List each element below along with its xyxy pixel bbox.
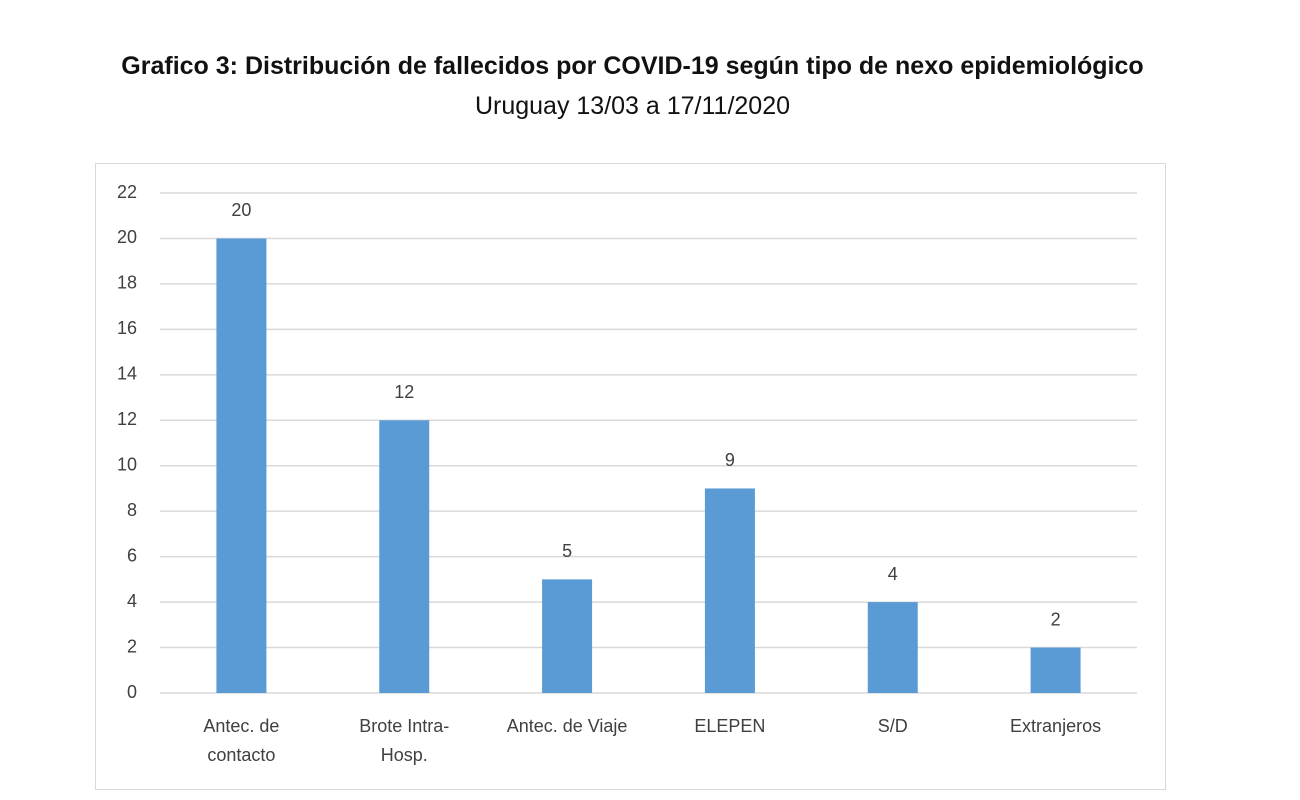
y-tick-label: 0	[127, 682, 137, 702]
y-tick-label: 14	[117, 364, 137, 384]
y-tick-label: 16	[117, 318, 137, 338]
bar	[704, 488, 755, 693]
y-tick-label: 4	[127, 591, 137, 611]
bar	[216, 238, 267, 694]
data-label: 2	[1051, 609, 1061, 629]
bar	[1030, 647, 1081, 693]
data-label: 9	[725, 450, 735, 470]
plot-frame	[95, 163, 1166, 790]
x-tick-label: Antec. de Viaje	[506, 716, 628, 736]
data-label: 5	[562, 541, 572, 561]
bar	[867, 602, 918, 693]
bar	[542, 579, 593, 693]
y-tick-label: 12	[117, 409, 137, 429]
data-label: 20	[231, 200, 251, 220]
y-tick-label: 20	[117, 227, 137, 247]
y-tick-label: 22	[117, 182, 137, 202]
x-tick-label: Extranjeros	[1010, 716, 1102, 736]
chart-subtitle: Uruguay 13/03 a 17/11/2020	[474, 92, 791, 120]
y-tick-label: 8	[127, 500, 137, 520]
data-label: 12	[394, 382, 414, 402]
chart-title: Grafico 3: Distribución de fallecidos po…	[121, 52, 1144, 80]
y-tick-label: 2	[127, 636, 137, 656]
y-tick-label: 10	[117, 454, 137, 474]
y-tick-label: 6	[127, 545, 137, 565]
x-tick-label: Brote Intra- Hosp.	[359, 716, 450, 765]
x-tick-label: S/D	[877, 716, 908, 736]
data-label: 4	[888, 564, 898, 584]
x-tick-label: Antec. de contacto	[203, 716, 280, 765]
x-tick-label: ELEPEN	[694, 716, 766, 736]
y-tick-label: 18	[117, 273, 137, 293]
bar	[379, 420, 430, 693]
